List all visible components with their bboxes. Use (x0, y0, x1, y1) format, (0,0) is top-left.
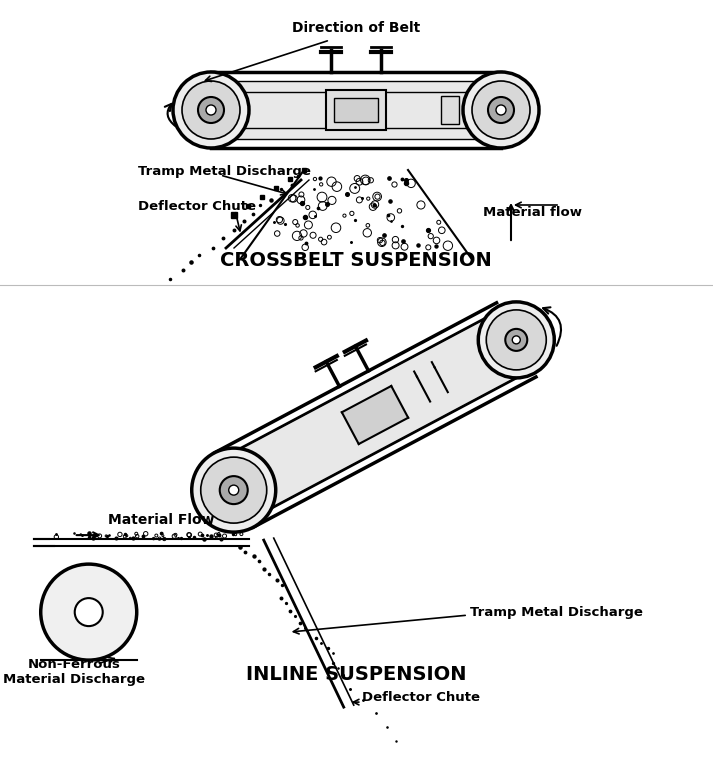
Text: CROSSBELT SUSPENSION: CROSSBELT SUSPENSION (220, 250, 492, 269)
Text: Material flow: Material flow (483, 206, 582, 219)
Circle shape (478, 302, 554, 378)
Circle shape (472, 81, 530, 139)
Circle shape (496, 105, 506, 115)
Bar (441, 96, 459, 124)
Circle shape (198, 97, 224, 123)
FancyArrowPatch shape (543, 307, 561, 346)
Text: Deflector Chute: Deflector Chute (138, 200, 256, 213)
Circle shape (220, 476, 247, 504)
Bar (211, 81, 501, 139)
Text: Deflector Chute: Deflector Chute (361, 691, 480, 704)
Bar (334, 98, 378, 122)
Text: INLINE SUSPENSION: INLINE SUSPENSION (246, 666, 466, 685)
Circle shape (206, 105, 216, 115)
Circle shape (486, 310, 546, 370)
Polygon shape (342, 386, 408, 444)
Circle shape (75, 598, 103, 626)
Bar (326, 90, 386, 130)
Text: Tramp Metal Discharge: Tramp Metal Discharge (138, 165, 311, 178)
Circle shape (506, 329, 528, 351)
Circle shape (463, 72, 539, 148)
Circle shape (173, 72, 249, 148)
FancyArrowPatch shape (165, 104, 175, 127)
Circle shape (229, 485, 239, 495)
Circle shape (41, 564, 137, 660)
Text: Tramp Metal Discharge: Tramp Metal Discharge (470, 606, 643, 619)
Ellipse shape (192, 448, 276, 532)
Polygon shape (217, 310, 532, 520)
Circle shape (201, 457, 267, 523)
Circle shape (182, 81, 240, 139)
Circle shape (488, 97, 514, 123)
Text: Direction of Belt: Direction of Belt (292, 21, 420, 35)
Circle shape (512, 336, 520, 344)
Text: Non-Ferrous
Material Discharge: Non-Ferrous Material Discharge (3, 658, 145, 686)
Text: Material Flow: Material Flow (108, 513, 215, 527)
